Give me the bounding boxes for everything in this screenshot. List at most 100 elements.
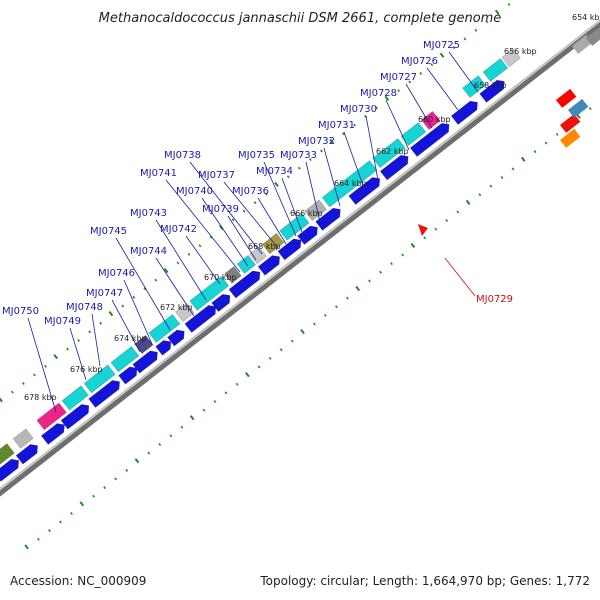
grid-dot bbox=[555, 132, 559, 136]
gene-feature[interactable] bbox=[175, 302, 195, 322]
grid-dot bbox=[511, 167, 515, 171]
gene-feature[interactable] bbox=[155, 340, 172, 356]
gene-feature[interactable] bbox=[482, 58, 509, 82]
gene-feature[interactable] bbox=[400, 122, 427, 146]
gene-label: MJ0741 bbox=[140, 168, 177, 179]
gene-feature[interactable] bbox=[418, 224, 428, 236]
gene-feature[interactable] bbox=[88, 380, 120, 408]
tick-label: 662 kbp bbox=[376, 147, 409, 156]
grid-dot bbox=[463, 37, 467, 41]
grid-dot bbox=[231, 218, 235, 222]
genome-backbone bbox=[0, 19, 600, 497]
label-leader bbox=[365, 115, 379, 181]
gene-feature[interactable] bbox=[297, 225, 318, 245]
grid-dot bbox=[268, 356, 272, 360]
grid-dot bbox=[176, 261, 180, 265]
gene-feature[interactable] bbox=[249, 246, 267, 265]
gene-feature[interactable] bbox=[60, 404, 90, 430]
grid-dot bbox=[79, 501, 85, 507]
label-leader bbox=[69, 327, 87, 381]
grid-dot bbox=[235, 382, 239, 386]
gene-label: MJ0750 bbox=[2, 306, 39, 317]
label-leader bbox=[123, 279, 153, 345]
grid-dot bbox=[143, 287, 147, 291]
gene-feature[interactable] bbox=[148, 314, 181, 343]
gene-feature[interactable] bbox=[224, 266, 242, 284]
gene-feature[interactable] bbox=[118, 366, 138, 385]
grid-dot bbox=[121, 304, 125, 308]
grid-dot bbox=[489, 184, 493, 188]
gene-feature[interactable] bbox=[304, 199, 327, 221]
label-leader bbox=[263, 161, 297, 237]
grid-dot bbox=[353, 123, 356, 127]
gene-feature[interactable] bbox=[556, 88, 577, 108]
gene-label: MJ0745 bbox=[90, 226, 127, 237]
gene-feature[interactable] bbox=[110, 346, 140, 373]
grid-dot bbox=[147, 451, 151, 455]
grid-dot bbox=[114, 477, 118, 481]
gene-feature[interactable] bbox=[261, 232, 285, 255]
gene-label: MJ0743 bbox=[130, 208, 167, 219]
gene-feature[interactable] bbox=[560, 113, 581, 133]
gene-feature[interactable] bbox=[83, 364, 116, 394]
label-leader bbox=[426, 67, 459, 111]
label-leader bbox=[257, 197, 287, 245]
gene-feature[interactable] bbox=[167, 329, 185, 347]
gene-feature[interactable] bbox=[228, 270, 261, 299]
grid-dot bbox=[37, 537, 40, 541]
gene-feature[interactable] bbox=[12, 428, 34, 449]
grid-dot bbox=[24, 544, 29, 550]
gene-feature[interactable] bbox=[279, 213, 310, 241]
grid-dot bbox=[520, 156, 526, 162]
gene-feature[interactable] bbox=[568, 98, 589, 118]
tick-label: 670 kbp bbox=[204, 273, 237, 282]
gene-feature[interactable] bbox=[15, 444, 38, 465]
label-leader bbox=[385, 99, 410, 151]
gene-feature[interactable] bbox=[479, 79, 505, 103]
genome-summary-text: Topology: circular; Length: 1,664,970 bp… bbox=[260, 574, 590, 588]
grid-dot bbox=[59, 520, 62, 524]
gene-feature[interactable] bbox=[315, 207, 341, 231]
gene-feature[interactable] bbox=[0, 458, 20, 482]
accession-text: Accession: NC_000909 bbox=[10, 574, 147, 588]
tick-label: 656 kbp bbox=[504, 47, 537, 56]
gene-feature[interactable] bbox=[409, 122, 450, 157]
grid-dot bbox=[154, 278, 158, 282]
label-leader bbox=[281, 177, 303, 233]
gene-feature[interactable] bbox=[189, 275, 230, 311]
label-leader bbox=[185, 235, 221, 285]
gene-feature[interactable] bbox=[421, 110, 441, 130]
grid-dot bbox=[218, 224, 224, 231]
gene-feature[interactable] bbox=[372, 138, 406, 169]
gene-feature[interactable] bbox=[560, 128, 581, 148]
gene-feature[interactable] bbox=[586, 26, 600, 46]
tick-label: 676 kbp bbox=[70, 365, 103, 374]
gene-feature[interactable] bbox=[257, 255, 280, 276]
gene-feature[interactable] bbox=[40, 423, 65, 445]
gene-feature[interactable] bbox=[61, 385, 89, 411]
grid-dot bbox=[286, 175, 290, 179]
gene-feature[interactable] bbox=[236, 254, 256, 274]
gene-feature[interactable] bbox=[450, 100, 478, 125]
gene-feature[interactable] bbox=[348, 177, 381, 205]
label-leader bbox=[165, 179, 241, 273]
label-leader bbox=[444, 257, 476, 297]
gene-feature[interactable] bbox=[277, 238, 302, 261]
gene-feature[interactable] bbox=[211, 293, 231, 312]
grid-dot bbox=[10, 390, 14, 394]
gene-label: MJ0726 bbox=[401, 56, 438, 67]
gene-feature[interactable] bbox=[0, 443, 15, 469]
gene-feature[interactable] bbox=[36, 402, 67, 431]
grid-dot bbox=[33, 373, 36, 377]
gene-feature[interactable] bbox=[184, 305, 217, 333]
grid-dot bbox=[478, 193, 482, 197]
grid-dot bbox=[334, 305, 338, 309]
gene-feature[interactable] bbox=[132, 350, 158, 374]
gene-feature[interactable] bbox=[501, 48, 521, 68]
grid-dot bbox=[198, 244, 202, 248]
gene-feature[interactable] bbox=[572, 34, 593, 54]
gene-feature[interactable] bbox=[321, 160, 378, 208]
tick-label: 658 kbp bbox=[474, 81, 507, 90]
gene-feature[interactable] bbox=[379, 154, 409, 181]
